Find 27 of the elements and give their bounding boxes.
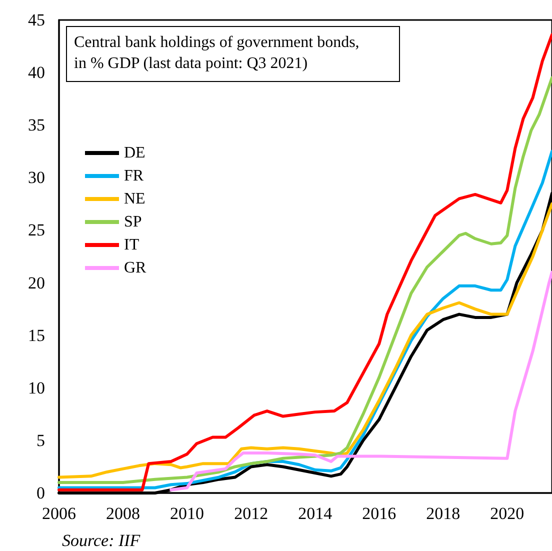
- y-tick-label: 5: [36, 430, 45, 450]
- y-tick-label: 10: [28, 378, 45, 398]
- legend-label: DE: [124, 144, 146, 162]
- y-tick-label: 30: [28, 168, 45, 188]
- legend-label: GR: [124, 260, 147, 276]
- legend-label: NE: [124, 190, 146, 208]
- y-tick-label: 15: [28, 326, 45, 345]
- x-tick-label: 2008: [106, 504, 140, 523]
- legend-label: IT: [124, 236, 140, 254]
- y-tick-label: 35: [28, 116, 45, 135]
- x-tick-label: 2010: [170, 504, 204, 523]
- x-tick-label: 2006: [42, 504, 76, 523]
- legend-label: SP: [124, 214, 142, 230]
- line-series: [170, 270, 552, 492]
- x-tick-label: 2020: [490, 504, 524, 523]
- y-tick-label: 0: [36, 484, 45, 502]
- text: Central bank holdings of government bonds, in % GDP (last data point: Q3 2021): [74, 34, 360, 72]
- x-tick-label: 2014: [298, 504, 333, 523]
- y-tick-label: 45: [28, 10, 45, 30]
- legend-label: FR: [124, 168, 144, 184]
- x-tick-label: 2012: [234, 504, 268, 523]
- x-tick-label: 2016: [362, 504, 396, 523]
- y-tick-label: 40: [28, 63, 45, 82]
- source-note: Source: IIF: [62, 531, 141, 550]
- y-tick-label: 25: [28, 220, 45, 240]
- y-tick-label: 20: [28, 273, 45, 292]
- x-tick-label: 2018: [426, 504, 460, 523]
